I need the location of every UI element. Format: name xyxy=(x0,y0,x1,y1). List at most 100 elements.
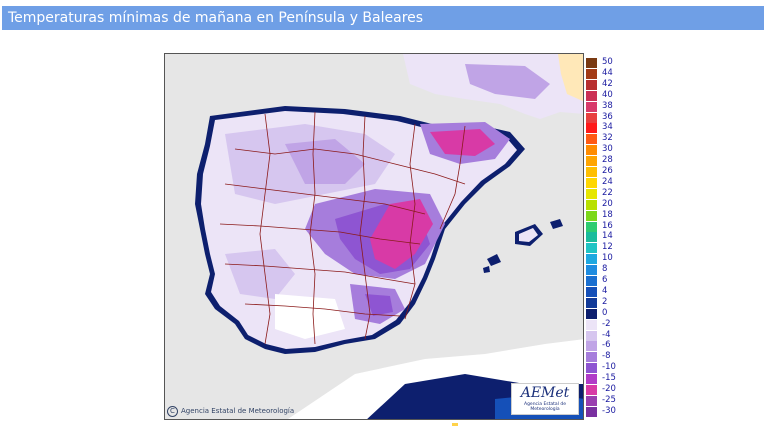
legend-label: -8 xyxy=(602,351,611,362)
page-header: Temperaturas mínimas de mañana en Peníns… xyxy=(2,6,764,30)
legend-swatch xyxy=(586,123,597,134)
temperature-legend: 50 44 42 40 38 36 34 32 30 28 26 24 22 20 18 16 14 12 10 8 6… xyxy=(586,57,620,418)
legend-swatch xyxy=(586,352,597,363)
legend-swatch xyxy=(586,297,597,308)
legend-item: -20 xyxy=(586,384,620,395)
legend-label: 8 xyxy=(602,264,608,275)
temperature-map: C Agencia Estatal de Meteorología AEMet A… xyxy=(164,53,584,420)
legend-swatch xyxy=(586,68,597,79)
legend-label: 0 xyxy=(602,307,608,318)
legend-swatch xyxy=(586,232,597,243)
legend-label: 40 xyxy=(602,89,613,100)
legend-swatch xyxy=(586,134,597,145)
legend-label: 30 xyxy=(602,144,613,155)
legend-item: 8 xyxy=(586,264,620,276)
legend-swatch xyxy=(586,395,597,406)
legend-label: 38 xyxy=(602,100,613,111)
legend-item: 30 xyxy=(586,144,620,156)
map-image xyxy=(165,54,583,419)
legend-swatch xyxy=(586,156,597,167)
legend-item: 44 xyxy=(586,67,620,79)
legend-label: 6 xyxy=(602,275,608,285)
legend-label: 14 xyxy=(602,231,613,242)
legend-label: -10 xyxy=(602,362,616,373)
legend-swatch xyxy=(586,210,597,221)
legend-label: 36 xyxy=(602,111,613,122)
legend-item: -10 xyxy=(586,362,620,374)
legend-swatch xyxy=(586,363,597,374)
legend-item: 14 xyxy=(586,231,620,243)
legend-item: 36 xyxy=(586,111,620,123)
legend-swatch xyxy=(586,286,597,297)
legend-label: 4 xyxy=(602,285,608,296)
legend-item: 28 xyxy=(586,155,620,167)
aemet-logo: AEMet Agencia Estatal de Meteorología xyxy=(511,383,579,415)
legend-label: 42 xyxy=(602,78,613,89)
legend-swatch xyxy=(586,385,597,395)
legend-item: -4 xyxy=(586,329,620,341)
legend-item: 50 xyxy=(586,57,620,68)
legend-label: 24 xyxy=(602,176,613,187)
copyright-icon: C xyxy=(167,406,178,417)
legend-item: -6 xyxy=(586,340,620,352)
legend-swatch xyxy=(586,58,597,68)
legend-swatch xyxy=(586,374,597,385)
legend-item: 32 xyxy=(586,133,620,145)
legend-item: 38 xyxy=(586,100,620,112)
legend-label: -6 xyxy=(602,340,611,351)
legend-item: 18 xyxy=(586,209,620,221)
legend-label: 32 xyxy=(602,133,613,144)
legend-item: 24 xyxy=(586,176,620,188)
legend-label: -15 xyxy=(602,373,616,384)
legend-label: -20 xyxy=(602,384,616,394)
legend-swatch xyxy=(586,177,597,188)
legend-item: 22 xyxy=(586,187,620,199)
legend-label: 28 xyxy=(602,155,613,166)
legend-swatch xyxy=(586,330,597,341)
legend-swatch xyxy=(586,145,597,156)
legend-label: 34 xyxy=(602,122,613,133)
legend-item: 10 xyxy=(586,253,620,265)
legend-item: 0 xyxy=(586,307,620,319)
legend-swatch xyxy=(586,341,597,352)
legend-label: -4 xyxy=(602,329,611,340)
legend-swatch xyxy=(586,265,597,276)
legend-swatch xyxy=(586,276,597,286)
legend-label: 44 xyxy=(602,67,613,78)
legend-label: 10 xyxy=(602,253,613,264)
legend-swatch xyxy=(586,221,597,232)
legend-swatch xyxy=(586,101,597,112)
legend-label: 12 xyxy=(602,242,613,253)
legend-label: 22 xyxy=(602,187,613,198)
logo-text: AEMet xyxy=(520,385,570,401)
legend-item: 16 xyxy=(586,220,620,232)
legend-label: -2 xyxy=(602,318,611,329)
legend-label: 50 xyxy=(602,57,613,67)
legend-swatch xyxy=(586,188,597,199)
map-credit: C Agencia Estatal de Meteorología xyxy=(167,406,294,417)
legend-label: -25 xyxy=(602,394,616,405)
legend-label: 20 xyxy=(602,198,613,209)
legend-label: -30 xyxy=(602,405,616,416)
legend-item: 34 xyxy=(586,122,620,134)
legend-swatch xyxy=(586,319,597,330)
legend-swatch xyxy=(586,112,597,123)
legend-label: 18 xyxy=(602,209,613,220)
legend-item: 40 xyxy=(586,89,620,101)
legend-label: 16 xyxy=(602,220,613,231)
legend-swatch xyxy=(586,254,597,265)
legend-swatch xyxy=(586,199,597,210)
logo-subtext: Agencia Estatal de Meteorología xyxy=(523,402,566,412)
legend-item: 6 xyxy=(586,275,620,286)
legend-item: 26 xyxy=(586,166,620,177)
legend-swatch xyxy=(586,406,597,417)
legend-item: -30 xyxy=(586,405,620,417)
legend-label: 2 xyxy=(602,296,608,307)
legend-item: 20 xyxy=(586,198,620,210)
legend-item: -8 xyxy=(586,351,620,363)
credit-text: Agencia Estatal de Meteorología xyxy=(181,407,295,415)
legend-item: 2 xyxy=(586,296,620,308)
page-title: Temperaturas mínimas de mañana en Peníns… xyxy=(8,10,424,26)
scroll-marker xyxy=(452,423,458,426)
legend-swatch xyxy=(586,79,597,90)
